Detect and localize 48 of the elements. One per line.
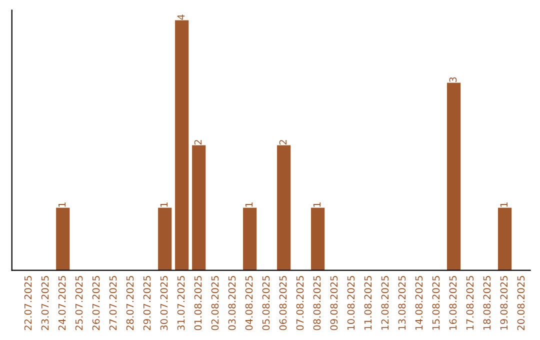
- x-tick-label: 18.08.2025: [483, 276, 491, 330]
- x-tick-label: 16.08.2025: [449, 276, 457, 330]
- x-tick-label: 12.08.2025: [381, 276, 389, 330]
- x-tick-label: 11.08.2025: [364, 276, 372, 330]
- x-tick-label: 20.08.2025: [517, 276, 525, 330]
- data-label: 1: [58, 202, 66, 207]
- bar: [175, 20, 189, 270]
- data-label: 1: [313, 202, 321, 207]
- bar: [243, 208, 257, 270]
- data-label: 2: [279, 140, 287, 145]
- x-tick-label: 06.08.2025: [279, 276, 287, 330]
- x-tick-label: 15.08.2025: [432, 276, 440, 330]
- x-tick-label: 10.08.2025: [347, 276, 355, 330]
- data-label: 3: [449, 77, 457, 82]
- x-tick-label: 29.07.2025: [143, 276, 151, 330]
- x-tick-label: 07.08.2025: [296, 276, 304, 330]
- bar: [56, 208, 70, 270]
- bar: [158, 208, 172, 270]
- x-tick-label: 19.08.2025: [500, 276, 508, 330]
- x-tick-label: 24.07.2025: [58, 276, 66, 330]
- data-label: 2: [194, 140, 202, 145]
- x-tick-label: 17.08.2025: [466, 276, 474, 330]
- bar: [277, 145, 291, 270]
- x-tick-label: 01.08.2025: [194, 276, 202, 330]
- bar: [192, 145, 206, 270]
- x-tick-label: 14.08.2025: [415, 276, 423, 330]
- x-tick-label: 27.07.2025: [109, 276, 117, 330]
- x-tick-label: 13.08.2025: [398, 276, 406, 330]
- x-tick-label: 04.08.2025: [245, 276, 253, 330]
- x-tick-label: 25.07.2025: [75, 276, 83, 330]
- x-tick-label: 26.07.2025: [92, 276, 100, 330]
- x-tick-label: 05.08.2025: [262, 276, 270, 330]
- x-tick-label: 02.08.2025: [211, 276, 219, 330]
- x-tick-label: 03.08.2025: [228, 276, 236, 330]
- data-label: 1: [500, 202, 508, 207]
- bar: [311, 208, 325, 270]
- x-tick-label: 28.07.2025: [126, 276, 134, 330]
- x-tick-label: 30.07.2025: [160, 276, 168, 330]
- bar: [498, 208, 512, 270]
- x-tick-label: 09.08.2025: [330, 276, 338, 330]
- data-label: 4: [177, 14, 185, 20]
- bar: [446, 82, 461, 270]
- x-tick-label: 31.07.2025: [177, 276, 185, 330]
- data-label: 1: [160, 202, 168, 207]
- x-tick-label: 22.07.2025: [24, 276, 32, 330]
- data-label: 1: [245, 202, 253, 207]
- x-tick-label: 08.08.2025: [313, 276, 321, 330]
- x-tick-label: 23.07.2025: [41, 276, 49, 330]
